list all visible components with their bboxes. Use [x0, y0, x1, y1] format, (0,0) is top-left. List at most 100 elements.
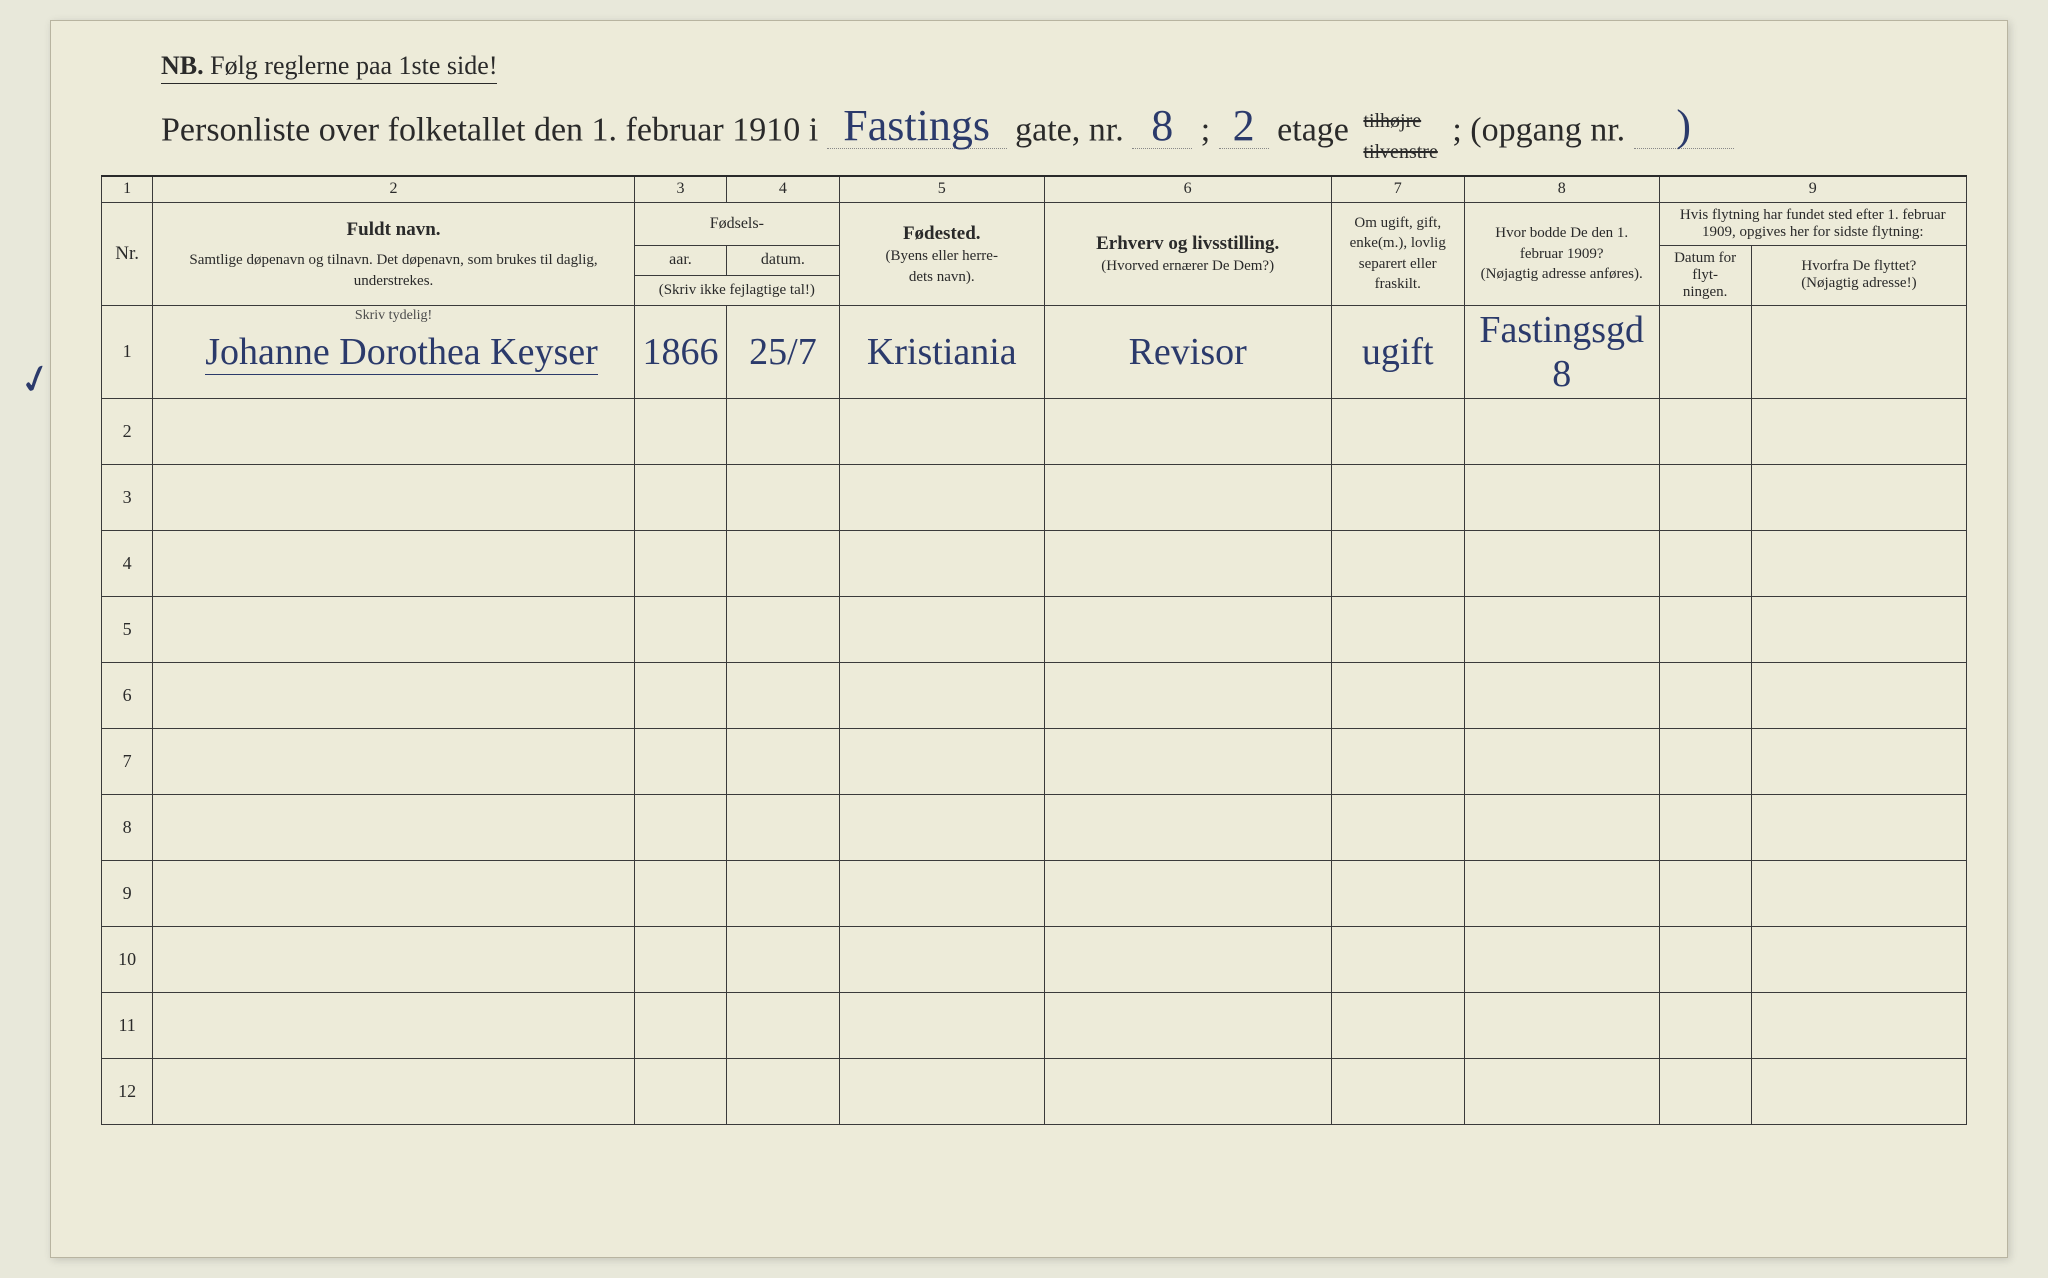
row-flyt-dat — [1659, 860, 1751, 926]
table-row: 6 — [102, 662, 1967, 728]
row-datum — [727, 398, 840, 464]
row-flyt-dat — [1659, 794, 1751, 860]
hdr-flyt-fra-sub: (Nøjagtig adresse!) — [1758, 275, 1960, 292]
row-fodested — [839, 860, 1044, 926]
row-aar — [634, 398, 726, 464]
opgang-label: (opgang nr. — [1470, 111, 1625, 148]
hdr-fodested: Fødested. (Byens eller herre- dets navn)… — [839, 202, 1044, 305]
person-name: Johanne Dorothea Keyser — [205, 331, 598, 375]
row-fodested — [839, 794, 1044, 860]
colnum-6: 6 — [1044, 176, 1331, 202]
row-datum — [727, 992, 840, 1058]
row-erhverv — [1044, 728, 1331, 794]
row-name — [153, 728, 635, 794]
row-status — [1331, 992, 1464, 1058]
row-aar — [634, 530, 726, 596]
row-datum — [727, 530, 840, 596]
hdr-erhverv-sub: (Hvorved ernærer De Dem?) — [1053, 256, 1323, 276]
row-flyt-dat — [1659, 926, 1751, 992]
row-name — [153, 530, 635, 596]
etage-number-field: 2 — [1219, 104, 1269, 149]
check-mark-icon: ✓ — [13, 352, 58, 406]
row-nr: 4 — [102, 530, 153, 596]
row-status — [1331, 398, 1464, 464]
row-aar — [634, 926, 726, 992]
row-flyt-dat — [1659, 305, 1751, 398]
row-fodested — [839, 728, 1044, 794]
side-bot: tilvenstre — [1363, 143, 1437, 161]
row-nr: 11 — [102, 992, 153, 1058]
row-erhverv — [1044, 1058, 1331, 1124]
side-struck-block: tilhøjre tilvenstre — [1363, 102, 1437, 163]
row-datum — [727, 596, 840, 662]
row-addr1909 — [1464, 662, 1659, 728]
skriv-hint: Skriv tydelig! — [355, 308, 432, 324]
row-addr1909: Fastingsgd 8 — [1464, 305, 1659, 398]
row-aar — [634, 662, 726, 728]
row-erhverv — [1044, 530, 1331, 596]
title-prefix: Personliste over folketallet den 1. febr… — [161, 111, 818, 148]
semicolon: ; — [1201, 111, 1210, 148]
table-row: 11 — [102, 992, 1967, 1058]
row-nr: 9 — [102, 860, 153, 926]
row-addr1909 — [1464, 398, 1659, 464]
table-row: 5 — [102, 596, 1967, 662]
etage-label: etage — [1277, 111, 1349, 148]
row-name — [153, 662, 635, 728]
row-flyt-dat — [1659, 464, 1751, 530]
row-flyt-fra — [1751, 1058, 1966, 1124]
row-aar — [634, 464, 726, 530]
hdr-flyt-fra-title: Hvorfra De flyttet? — [1758, 258, 1960, 275]
row-flyt-fra — [1751, 728, 1966, 794]
row-datum — [727, 860, 840, 926]
colnum-3: 3 — [634, 176, 726, 202]
row-fodested — [839, 1058, 1044, 1124]
row-erhverv — [1044, 794, 1331, 860]
row-nr: 12 — [102, 1058, 153, 1124]
row-flyt-dat — [1659, 1058, 1751, 1124]
row-aar — [634, 728, 726, 794]
row-flyt-fra — [1751, 464, 1966, 530]
row-aar — [634, 794, 726, 860]
row-name — [153, 992, 635, 1058]
row-addr1909 — [1464, 596, 1659, 662]
row-fodested — [839, 398, 1044, 464]
side-top: tilhøjre — [1363, 112, 1421, 130]
hdr-flyt-dat: Datum for flyt- ningen. — [1659, 245, 1751, 305]
table-row: 7 — [102, 728, 1967, 794]
row-addr1909 — [1464, 860, 1659, 926]
row-nr: 2 — [102, 398, 153, 464]
row-addr1909 — [1464, 464, 1659, 530]
row-addr1909 — [1464, 530, 1659, 596]
row-datum — [727, 1058, 840, 1124]
row-erhverv — [1044, 662, 1331, 728]
row-erhverv — [1044, 398, 1331, 464]
hdr-addr1909: Hvor bodde De den 1. februar 1909? (Nøja… — [1464, 202, 1659, 305]
colnum-2: 2 — [153, 176, 635, 202]
row-fodested — [839, 992, 1044, 1058]
row-status — [1331, 662, 1464, 728]
row-flyt-dat — [1659, 398, 1751, 464]
row-flyt-fra — [1751, 794, 1966, 860]
row-datum — [727, 728, 840, 794]
row-datum — [727, 926, 840, 992]
row-nr: 6 — [102, 662, 153, 728]
hdr-name-title: Fuldt navn. — [347, 219, 441, 240]
row-aar — [634, 860, 726, 926]
row-addr1909 — [1464, 926, 1659, 992]
hdr-addr1909-title: Hvor bodde De den 1. februar 1909? — [1473, 223, 1651, 264]
row-erhverv — [1044, 464, 1331, 530]
colnum-7: 7 — [1331, 176, 1464, 202]
row-flyt-fra — [1751, 398, 1966, 464]
opgang-value: ) — [1634, 104, 1734, 149]
table-row: 10 — [102, 926, 1967, 992]
row-fodested — [839, 596, 1044, 662]
row-addr1909 — [1464, 992, 1659, 1058]
row-flyt-fra — [1751, 992, 1966, 1058]
row-nr: 8 — [102, 794, 153, 860]
table-row: 8 — [102, 794, 1967, 860]
row-nr: 1 — [102, 305, 153, 398]
hdr-aar: aar. — [634, 245, 726, 276]
row-flyt-fra — [1751, 530, 1966, 596]
table-body: 1Skriv tydelig!Johanne Dorothea Keyser18… — [102, 305, 1967, 1124]
